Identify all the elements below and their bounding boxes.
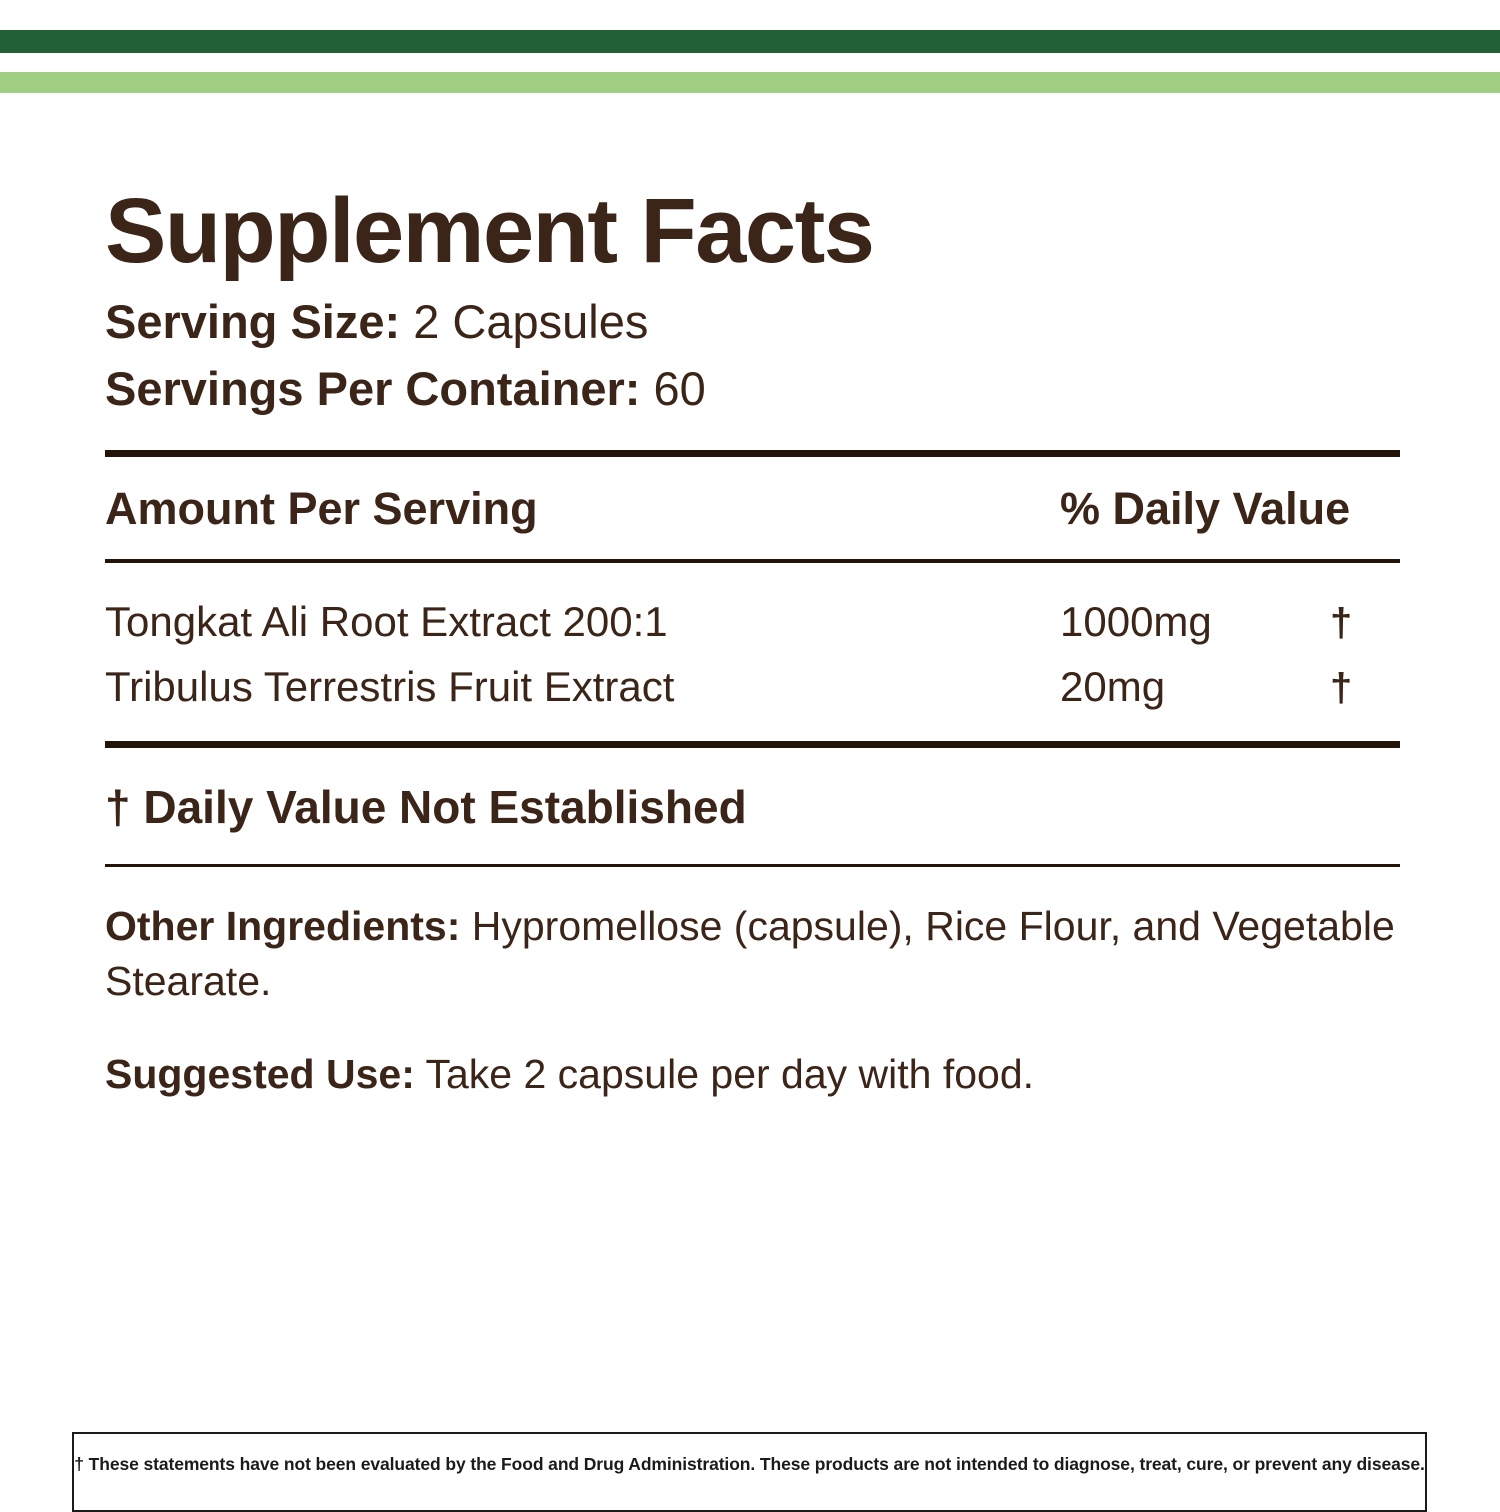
ingredient-daily-value: †	[1330, 601, 1353, 646]
column-header-amount-per-serving: Amount Per Serving	[105, 483, 538, 535]
fda-disclaimer-text: † These statements have not been evaluat…	[74, 1454, 1425, 1474]
table-header-divider-rule	[105, 559, 1400, 564]
other-ingredients-value: Hypromellose (capsule), Rice Flour, and …	[105, 903, 1395, 1005]
footnote-divider-rule	[105, 864, 1400, 868]
column-header-daily-value: % Daily Value	[1060, 483, 1351, 535]
suggested-use-value: Take 2 capsule per day with food.	[414, 1051, 1035, 1098]
daily-value-footnote: † Daily Value Not Established	[105, 781, 747, 834]
serving-size-label: Serving Size:	[105, 294, 401, 348]
table-row: Tongkat Ali Root Extract 200:1 1000mg †	[105, 589, 1400, 654]
top-bar-light-green	[0, 72, 1500, 93]
table-bottom-rule	[105, 741, 1400, 749]
suggested-use-paragraph: Suggested Use: Take 2 capsule per day wi…	[105, 1009, 1400, 1102]
table-body: Tongkat Ali Root Extract 200:1 1000mg † …	[105, 563, 1400, 741]
suggested-use-label: Suggested Use:	[105, 1051, 415, 1098]
servings-per-container-label: Servings Per Container:	[105, 361, 641, 415]
top-bar-dark-green	[0, 30, 1500, 53]
other-ingredients-paragraph: Other Ingredients: Hypromellose (capsule…	[105, 867, 1400, 1009]
ingredient-daily-value: †	[1330, 666, 1353, 711]
page-title: Supplement Facts	[105, 180, 875, 282]
supplement-facts-panel: Supplement Facts Serving Size: 2 Capsule…	[105, 180, 1400, 1102]
table-row: Tribulus Terrestris Fruit Extract 20mg †	[105, 654, 1400, 719]
servings-per-container-value: 60	[653, 361, 706, 415]
serving-size-line: Serving Size: 2 Capsules	[105, 289, 1400, 356]
table-header-row: Amount Per Serving % Daily Value	[105, 457, 1400, 559]
table-top-rule	[105, 450, 1400, 458]
ingredient-amount: 20mg	[1060, 663, 1166, 711]
ingredient-name: Tribulus Terrestris Fruit Extract	[105, 663, 675, 711]
ingredient-amount: 1000mg	[1060, 598, 1212, 646]
ingredient-name: Tongkat Ali Root Extract 200:1	[105, 598, 668, 646]
fda-disclaimer-box: † These statements have not been evaluat…	[72, 1432, 1427, 1512]
other-ingredients-label: Other Ingredients:	[105, 903, 461, 950]
servings-per-container-line: Servings Per Container: 60	[105, 356, 1400, 423]
serving-size-value: 2 Capsules	[413, 294, 649, 348]
